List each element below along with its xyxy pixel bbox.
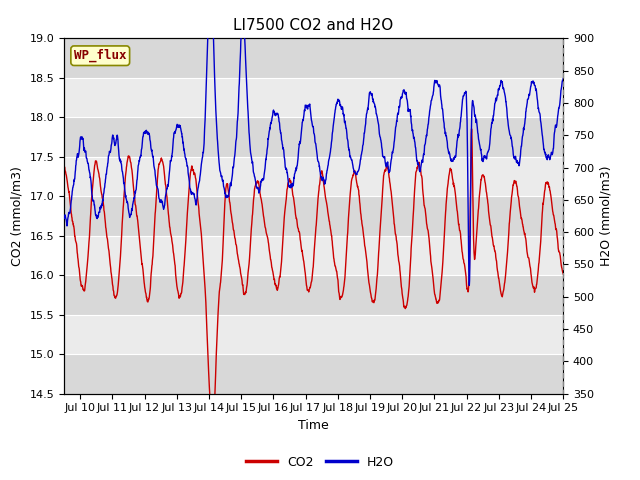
- Bar: [64, 196, 563, 236]
- CO2: [60, 163, 68, 169]
- CO2: [303, 286, 311, 291]
- Text: WP_flux: WP_flux: [74, 49, 127, 62]
- H2O: [454, 137, 461, 143]
- CO2: [290, 196, 298, 202]
- Bar: [64, 236, 563, 275]
- Line: H2O: H2O: [64, 0, 563, 286]
- X-axis label: Time: Time: [298, 419, 329, 432]
- CO2: [545, 184, 553, 190]
- Bar: [64, 117, 563, 157]
- Y-axis label: CO2 (mmol/m3): CO2 (mmol/m3): [11, 166, 24, 266]
- CO2: [468, 126, 476, 132]
- CO2: [559, 271, 567, 277]
- CO2: [545, 184, 553, 190]
- CO2: [86, 233, 93, 239]
- H2O: [559, 76, 567, 82]
- Line: CO2: CO2: [64, 129, 563, 422]
- CO2: [454, 208, 461, 214]
- Bar: [64, 315, 563, 354]
- Y-axis label: H2O (mmol/m3): H2O (mmol/m3): [600, 166, 612, 266]
- H2O: [545, 155, 553, 160]
- Bar: [64, 78, 563, 117]
- CO2: [209, 420, 216, 425]
- Bar: [64, 38, 563, 78]
- Bar: [64, 354, 563, 394]
- H2O: [60, 215, 68, 221]
- H2O: [465, 283, 473, 288]
- H2O: [545, 155, 553, 161]
- Legend: CO2, H2O: CO2, H2O: [241, 451, 399, 474]
- Bar: [64, 275, 563, 315]
- H2O: [303, 103, 311, 108]
- Bar: [64, 157, 563, 196]
- H2O: [86, 169, 93, 175]
- H2O: [290, 177, 298, 183]
- Title: LI7500 CO2 and H2O: LI7500 CO2 and H2O: [234, 18, 394, 33]
